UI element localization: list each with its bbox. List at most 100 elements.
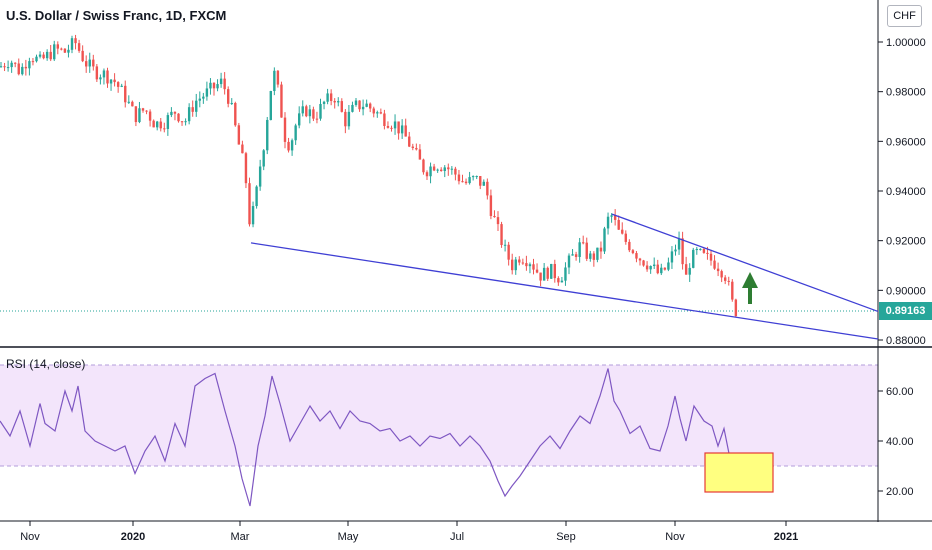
candle-body: [727, 280, 730, 282]
candle-body: [354, 100, 358, 105]
candle-body: [546, 267, 549, 279]
candle-body: [120, 85, 123, 87]
candle-body: [429, 166, 432, 177]
candle-body: [663, 267, 667, 270]
candle-body: [269, 91, 272, 120]
candle-body: [734, 299, 738, 317]
candle-body: [670, 251, 674, 263]
candle-body: [585, 242, 588, 259]
candle-body: [212, 82, 216, 89]
candle-body: [337, 101, 340, 103]
candle-body: [35, 56, 38, 62]
price-tick-label: 0.92000: [886, 236, 926, 248]
candle-body: [674, 249, 677, 252]
candle-body: [49, 51, 52, 60]
candle-body: [42, 54, 45, 59]
candle-body: [301, 106, 304, 114]
candle-body: [677, 238, 681, 250]
candle-body: [557, 278, 560, 283]
oversold-highlight-box: [704, 452, 774, 493]
candle-body: [461, 181, 464, 183]
rsi-line: [0, 368, 735, 507]
currency-button[interactable]: CHF: [887, 5, 922, 27]
candle-body: [702, 248, 706, 253]
candle-body: [731, 281, 734, 300]
candle-body: [564, 267, 567, 281]
rsi-tick-label: 60.00: [886, 386, 914, 398]
candle-body: [258, 166, 262, 187]
candle-body: [503, 244, 507, 246]
time-tick-label: 2021: [774, 531, 798, 543]
candle-body: [148, 111, 152, 121]
candle-body: [21, 66, 24, 75]
candle-body: [642, 260, 645, 266]
candle-body: [397, 121, 400, 134]
candle-body: [592, 253, 596, 260]
candle-body: [514, 259, 517, 271]
candle-body: [237, 125, 241, 145]
candle-body: [298, 113, 301, 126]
candle-body: [720, 271, 723, 278]
candle-body: [159, 121, 162, 129]
rsi-band: [0, 365, 878, 466]
candle-body: [493, 215, 496, 218]
candle-body: [486, 181, 489, 196]
price-tick-label: 1.00000: [886, 37, 926, 49]
time-tick-label: Nov: [20, 531, 40, 543]
candle-body: [372, 108, 375, 114]
candle-body: [60, 48, 63, 50]
candle-body: [177, 113, 180, 122]
candle-body: [361, 106, 365, 110]
time-tick-label: Mar: [231, 531, 250, 543]
candle-body: [699, 248, 702, 250]
candle-body: [528, 264, 532, 267]
candle-body: [422, 159, 425, 173]
time-tick-label: Sep: [556, 531, 576, 543]
candle-body: [106, 70, 109, 84]
candle-body: [344, 111, 347, 127]
candle-body: [656, 264, 659, 274]
candle-body: [74, 38, 77, 44]
candle-body: [567, 255, 571, 268]
candle-body: [500, 224, 503, 246]
candle-body: [248, 183, 251, 225]
candle-body: [383, 113, 386, 126]
candle-body: [425, 172, 429, 177]
candle-body: [305, 106, 308, 117]
candle-body: [418, 149, 422, 160]
candle-body: [205, 88, 209, 97]
candle-body: [17, 63, 20, 75]
rsi-tick-label: 40.00: [886, 436, 914, 448]
candle-body: [653, 264, 656, 266]
candle-body: [312, 109, 315, 119]
candle-body: [532, 264, 535, 270]
candle-body: [706, 252, 709, 254]
candle-body: [553, 263, 556, 279]
rsi-tick-label: 20.00: [886, 486, 914, 498]
candle-body: [67, 49, 70, 53]
candle-body: [326, 93, 329, 102]
candle-body: [415, 147, 418, 150]
candle-body: [432, 166, 436, 171]
candle-body: [468, 177, 471, 184]
candle-body: [379, 112, 383, 114]
candle-body: [53, 44, 56, 60]
candle-body: [599, 247, 603, 252]
trendlines-layer: [250, 213, 879, 340]
candle-body: [457, 174, 461, 182]
candle-body: [589, 253, 592, 259]
candles-layer: [0, 34, 738, 318]
chart-title: U.S. Dollar / Swiss Franc, 1D, FXCM: [6, 8, 227, 23]
candle-body: [450, 168, 454, 170]
candle-body: [390, 127, 393, 129]
candle-body: [709, 253, 713, 261]
candle-body: [635, 253, 638, 259]
candle-body: [411, 146, 414, 148]
candle-body: [521, 262, 525, 264]
candle-body: [209, 82, 212, 89]
candle-body: [333, 100, 336, 103]
candle-body: [38, 54, 42, 57]
candle-body: [241, 144, 244, 154]
candle-body: [273, 70, 276, 92]
